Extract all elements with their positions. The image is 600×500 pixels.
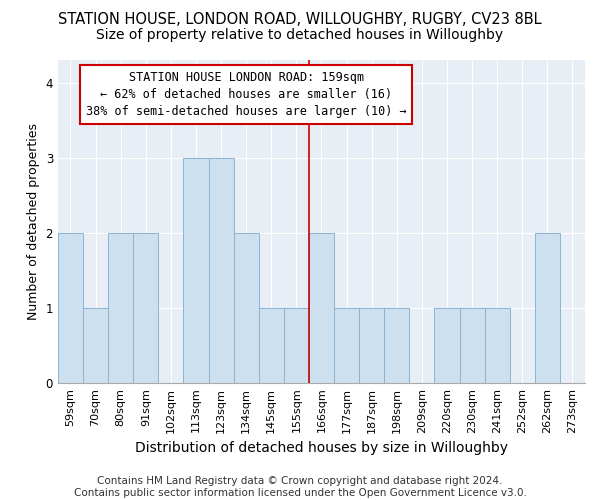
Text: STATION HOUSE LONDON ROAD: 159sqm
← 62% of detached houses are smaller (16)
38% : STATION HOUSE LONDON ROAD: 159sqm ← 62% … [86,72,406,118]
Text: STATION HOUSE, LONDON ROAD, WILLOUGHBY, RUGBY, CV23 8BL: STATION HOUSE, LONDON ROAD, WILLOUGHBY, … [58,12,542,28]
Bar [259,308,284,383]
Bar [209,158,233,383]
Bar [284,308,309,383]
Bar [485,308,510,383]
Y-axis label: Number of detached properties: Number of detached properties [27,123,40,320]
Bar [334,308,359,383]
Bar [535,232,560,383]
Bar [233,232,259,383]
Bar [83,308,108,383]
Bar [359,308,384,383]
Bar [108,232,133,383]
Text: Contains HM Land Registry data © Crown copyright and database right 2024.
Contai: Contains HM Land Registry data © Crown c… [74,476,526,498]
X-axis label: Distribution of detached houses by size in Willoughby: Distribution of detached houses by size … [135,441,508,455]
Bar [133,232,158,383]
Bar [460,308,485,383]
Bar [58,232,83,383]
Text: Size of property relative to detached houses in Willoughby: Size of property relative to detached ho… [97,28,503,42]
Bar [184,158,209,383]
Bar [309,232,334,383]
Bar [384,308,409,383]
Bar [434,308,460,383]
